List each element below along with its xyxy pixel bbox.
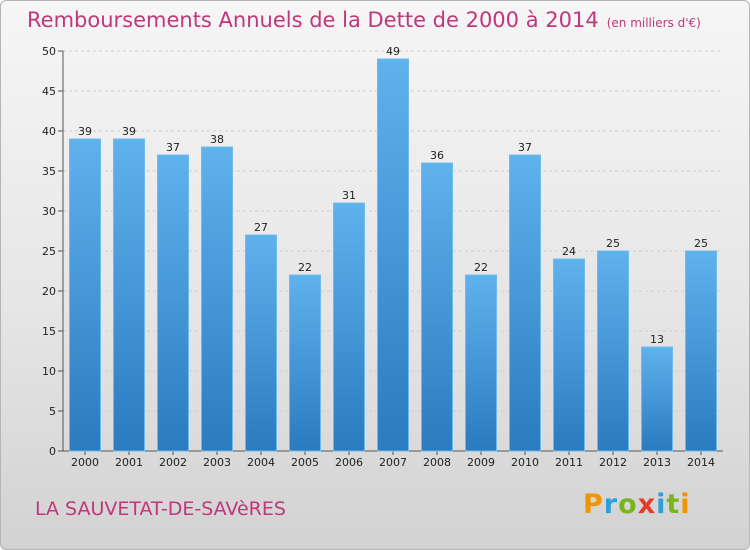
y-tick-label: 45 xyxy=(42,85,56,98)
labels: 0 5 10 15 20 25 30 35 40 45 50 39 2000 39 2001 37 2002 38… xyxy=(42,45,715,469)
data-label-2012: 25 xyxy=(606,237,620,250)
x-tick-label-2010: 2010 xyxy=(511,456,539,469)
data-label-2013: 13 xyxy=(650,333,664,346)
data-label-2007: 49 xyxy=(386,45,400,58)
data-label-2009: 22 xyxy=(474,261,488,274)
x-tick-label-2008: 2008 xyxy=(423,456,451,469)
bar-2013[interactable] xyxy=(641,346,673,452)
logo-letter: o xyxy=(618,489,638,520)
commune-name: LA SAUVETAT-DE-SAVèRES xyxy=(35,498,286,520)
x-tick-label-2001: 2001 xyxy=(115,456,143,469)
data-label-2008: 36 xyxy=(430,149,444,162)
bar-2009[interactable] xyxy=(465,274,497,452)
bar-2014[interactable] xyxy=(685,250,717,452)
bar-2005[interactable] xyxy=(289,274,321,452)
x-tick-label-2006: 2006 xyxy=(335,456,363,469)
logo-letter: t xyxy=(666,489,681,520)
x-tick-label-2002: 2002 xyxy=(159,456,187,469)
x-tick-label-2013: 2013 xyxy=(643,456,671,469)
data-label-2001: 39 xyxy=(122,125,136,138)
data-label-2010: 37 xyxy=(518,141,532,154)
y-tick-label: 40 xyxy=(42,125,56,138)
data-label-2002: 37 xyxy=(166,141,180,154)
y-tick-label: 35 xyxy=(42,165,56,178)
y-tick-label: 15 xyxy=(42,325,56,338)
x-tick-label-2011: 2011 xyxy=(555,456,583,469)
bar-2007[interactable] xyxy=(377,58,409,452)
y-tick-label: 30 xyxy=(42,205,56,218)
bar-2008[interactable] xyxy=(421,162,453,452)
x-tick-label-2012: 2012 xyxy=(599,456,627,469)
bars xyxy=(69,58,717,452)
proxiti-logo[interactable]: Proxiti xyxy=(583,489,691,520)
x-tick-label-2009: 2009 xyxy=(467,456,495,469)
chart-subtitle: (en milliers d'€) xyxy=(606,16,701,30)
bar-2001[interactable] xyxy=(113,138,145,452)
logo-letter: i xyxy=(656,489,667,520)
x-tick-label-2014: 2014 xyxy=(687,456,715,469)
logo-letter: i xyxy=(680,489,691,520)
x-tick-label-2003: 2003 xyxy=(203,456,231,469)
data-label-2011: 24 xyxy=(562,245,576,258)
data-label-2006: 31 xyxy=(342,189,356,202)
bar-2012[interactable] xyxy=(597,250,629,452)
y-tick-label: 20 xyxy=(42,285,56,298)
y-tick-label: 50 xyxy=(42,45,56,58)
data-label-2000: 39 xyxy=(78,125,92,138)
bar-2010[interactable] xyxy=(509,154,541,452)
chart-title-text: Remboursements Annuels de la Dette de 20… xyxy=(27,8,599,32)
x-tick-label-2007: 2007 xyxy=(379,456,407,469)
bar-2002[interactable] xyxy=(157,154,189,452)
x-tick-label-2000: 2000 xyxy=(71,456,99,469)
y-tick-label: 25 xyxy=(42,245,56,258)
data-label-2004: 27 xyxy=(254,221,268,234)
data-label-2005: 22 xyxy=(298,261,312,274)
data-label-2003: 38 xyxy=(210,133,224,146)
y-tick-label: 0 xyxy=(49,445,56,458)
logo-letter: P xyxy=(583,489,604,520)
bar-2004[interactable] xyxy=(245,234,277,452)
x-tick-label-2005: 2005 xyxy=(291,456,319,469)
bar-2011[interactable] xyxy=(553,258,585,452)
x-tick-label-2004: 2004 xyxy=(247,456,275,469)
chart-title: Remboursements Annuels de la Dette de 20… xyxy=(27,8,701,32)
bar-2006[interactable] xyxy=(333,202,365,452)
logo-letter: r xyxy=(603,489,619,520)
y-tick-label: 5 xyxy=(49,405,56,418)
bar-2000[interactable] xyxy=(69,138,101,452)
y-tick-label: 10 xyxy=(42,365,56,378)
logo-letter: x xyxy=(637,489,657,520)
data-label-2014: 25 xyxy=(694,237,708,250)
bar-2003[interactable] xyxy=(201,146,233,452)
